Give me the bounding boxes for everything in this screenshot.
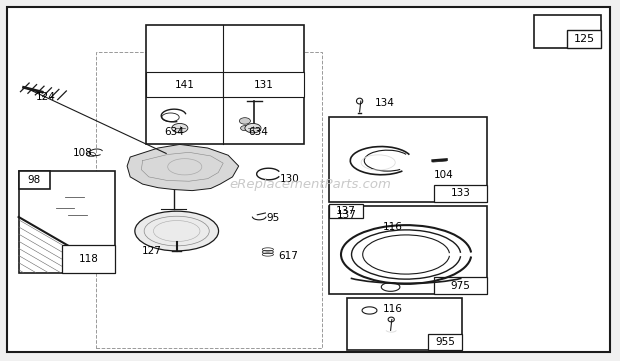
- Circle shape: [172, 123, 188, 133]
- Bar: [347, 298, 462, 350]
- Text: 108: 108: [73, 148, 93, 158]
- Polygon shape: [127, 144, 239, 191]
- Bar: [19, 171, 115, 273]
- Text: 127: 127: [141, 246, 161, 256]
- Bar: [329, 117, 487, 202]
- Text: 118: 118: [78, 254, 99, 264]
- Text: 130: 130: [280, 174, 300, 184]
- Text: 131: 131: [254, 80, 273, 90]
- Circle shape: [241, 126, 249, 131]
- Bar: [428, 334, 462, 350]
- Text: 124: 124: [36, 92, 56, 103]
- Bar: [534, 15, 601, 48]
- Bar: [329, 204, 363, 218]
- Text: 116: 116: [383, 304, 403, 314]
- Ellipse shape: [135, 211, 218, 251]
- Text: 141: 141: [174, 80, 195, 90]
- Text: 134: 134: [375, 98, 395, 108]
- Bar: [96, 52, 322, 348]
- Bar: [434, 185, 487, 202]
- Bar: [146, 25, 304, 144]
- Text: 137: 137: [337, 210, 356, 220]
- Bar: [329, 206, 487, 294]
- Text: 955: 955: [435, 337, 455, 347]
- Circle shape: [239, 118, 250, 124]
- Bar: [62, 245, 115, 273]
- Bar: [19, 171, 50, 189]
- Text: 116: 116: [383, 222, 403, 232]
- Text: 137: 137: [335, 206, 356, 216]
- Bar: [146, 72, 223, 97]
- Text: 634: 634: [248, 127, 268, 137]
- Text: 975: 975: [450, 280, 471, 291]
- Bar: [223, 72, 304, 97]
- Bar: [567, 30, 601, 48]
- Text: 617: 617: [278, 251, 298, 261]
- Text: 104: 104: [434, 170, 454, 180]
- Text: 125: 125: [574, 34, 595, 44]
- Text: 133: 133: [450, 188, 471, 199]
- Bar: [434, 277, 487, 294]
- Text: 634: 634: [164, 127, 184, 137]
- Text: 98: 98: [27, 175, 41, 185]
- Circle shape: [245, 123, 261, 133]
- Text: eReplacementParts.com: eReplacementParts.com: [229, 178, 391, 191]
- Text: 95: 95: [267, 213, 280, 223]
